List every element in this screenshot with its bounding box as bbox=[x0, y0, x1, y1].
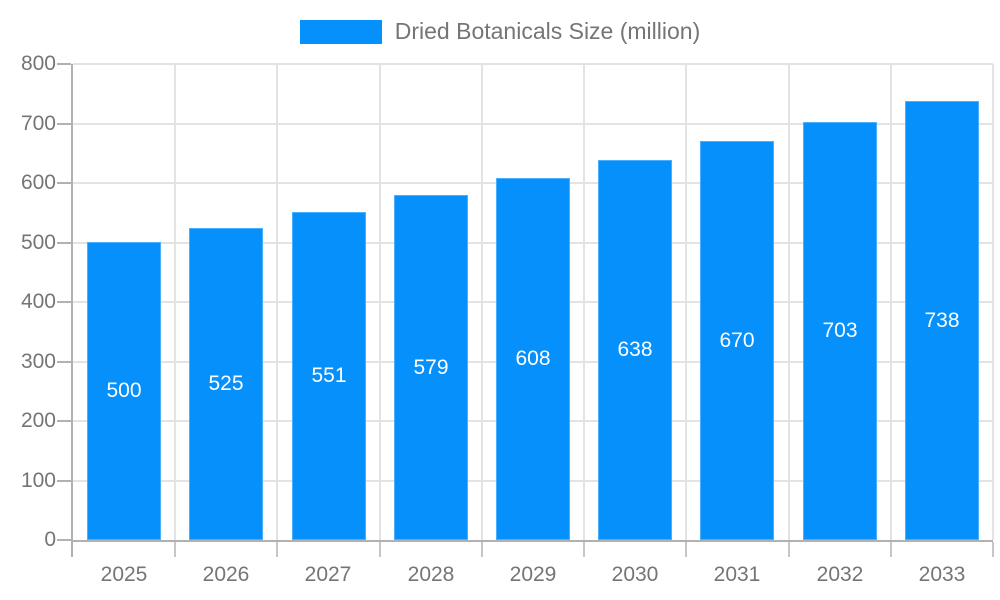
y-axis-label: 0 bbox=[44, 528, 56, 551]
gridline-vertical bbox=[174, 64, 176, 540]
x-axis-label: 2030 bbox=[611, 563, 659, 586]
x-axis-tick bbox=[379, 542, 381, 557]
legend[interactable]: Dried Botanicals Size (million) bbox=[0, 18, 1000, 45]
y-axis-label: 200 bbox=[20, 409, 56, 432]
x-axis-tick bbox=[788, 542, 790, 557]
bar-value-label: 551 bbox=[311, 364, 347, 387]
bar[interactable]: 670 bbox=[700, 141, 774, 540]
y-axis-tick bbox=[57, 480, 71, 482]
y-axis-label: 600 bbox=[20, 171, 56, 194]
y-axis-line bbox=[71, 64, 73, 557]
legend-swatch-icon[interactable] bbox=[299, 19, 382, 44]
bar[interactable]: 500 bbox=[87, 242, 161, 540]
x-axis-line bbox=[71, 540, 993, 542]
y-axis-tick bbox=[57, 63, 71, 65]
bar-value-label: 579 bbox=[413, 355, 449, 379]
x-axis-label: 2032 bbox=[816, 563, 864, 586]
plot-area: 0 100 200 300 400 500 600 700 800 500 525 551 579 608… bbox=[21, 52, 994, 586]
bar[interactable]: 638 bbox=[598, 160, 672, 540]
x-axis-label: 2028 bbox=[407, 563, 455, 586]
bar-value-label: 608 bbox=[515, 347, 551, 370]
x-axis-tick bbox=[481, 542, 483, 557]
y-axis-label: 500 bbox=[20, 231, 56, 254]
y-axis-tick bbox=[57, 420, 71, 422]
bar[interactable]: 525 bbox=[189, 228, 263, 540]
gridline-vertical bbox=[992, 64, 994, 540]
x-axis-label: 2025 bbox=[100, 563, 148, 586]
gridline-vertical bbox=[276, 64, 278, 540]
x-axis-label: 2026 bbox=[202, 563, 250, 586]
y-axis-tick bbox=[57, 182, 71, 184]
bar[interactable]: 579 bbox=[394, 195, 468, 540]
y-axis-tick bbox=[57, 361, 71, 363]
gridline-vertical bbox=[379, 64, 381, 540]
bar-value-label: 703 bbox=[822, 319, 858, 342]
x-axis-label: 2033 bbox=[918, 563, 966, 586]
x-axis-tick bbox=[685, 542, 687, 557]
y-axis-label: 300 bbox=[20, 350, 56, 373]
gridline-vertical bbox=[481, 64, 483, 540]
bar-value-label: 670 bbox=[719, 328, 755, 352]
bar-value-label: 500 bbox=[106, 379, 142, 402]
bar[interactable]: 738 bbox=[905, 101, 979, 540]
gridline-vertical bbox=[788, 64, 790, 540]
y-axis-label: 400 bbox=[20, 290, 56, 313]
y-axis-tick bbox=[57, 539, 71, 541]
bar-value-label: 525 bbox=[208, 372, 244, 395]
gridline-horizontal bbox=[73, 63, 993, 65]
gridline-vertical bbox=[890, 64, 892, 540]
x-axis-tick bbox=[992, 542, 994, 557]
x-axis-label: 2029 bbox=[509, 563, 557, 586]
x-axis-label: 2027 bbox=[304, 563, 352, 586]
y-axis-tick bbox=[57, 123, 71, 125]
gridline-horizontal bbox=[73, 123, 993, 125]
x-axis-tick bbox=[276, 542, 278, 557]
gridline-vertical bbox=[583, 64, 585, 540]
bar[interactable]: 703 bbox=[803, 122, 877, 540]
x-axis-tick bbox=[890, 542, 892, 557]
bar[interactable]: 608 bbox=[496, 178, 570, 540]
y-axis-tick bbox=[57, 242, 71, 244]
y-axis-tick bbox=[57, 301, 71, 303]
x-axis-label: 2031 bbox=[713, 563, 761, 586]
y-axis-label: 700 bbox=[20, 112, 56, 135]
gridline-vertical bbox=[685, 64, 687, 540]
y-axis-label: 100 bbox=[20, 469, 56, 492]
bar[interactable]: 551 bbox=[292, 212, 366, 540]
y-axis-label: 800 bbox=[20, 52, 56, 75]
bar-value-label: 638 bbox=[617, 338, 653, 361]
legend-label[interactable]: Dried Botanicals Size (million) bbox=[394, 18, 701, 44]
x-axis-tick bbox=[174, 542, 176, 557]
bar-value-label: 738 bbox=[924, 308, 960, 332]
x-axis-tick bbox=[583, 542, 585, 557]
